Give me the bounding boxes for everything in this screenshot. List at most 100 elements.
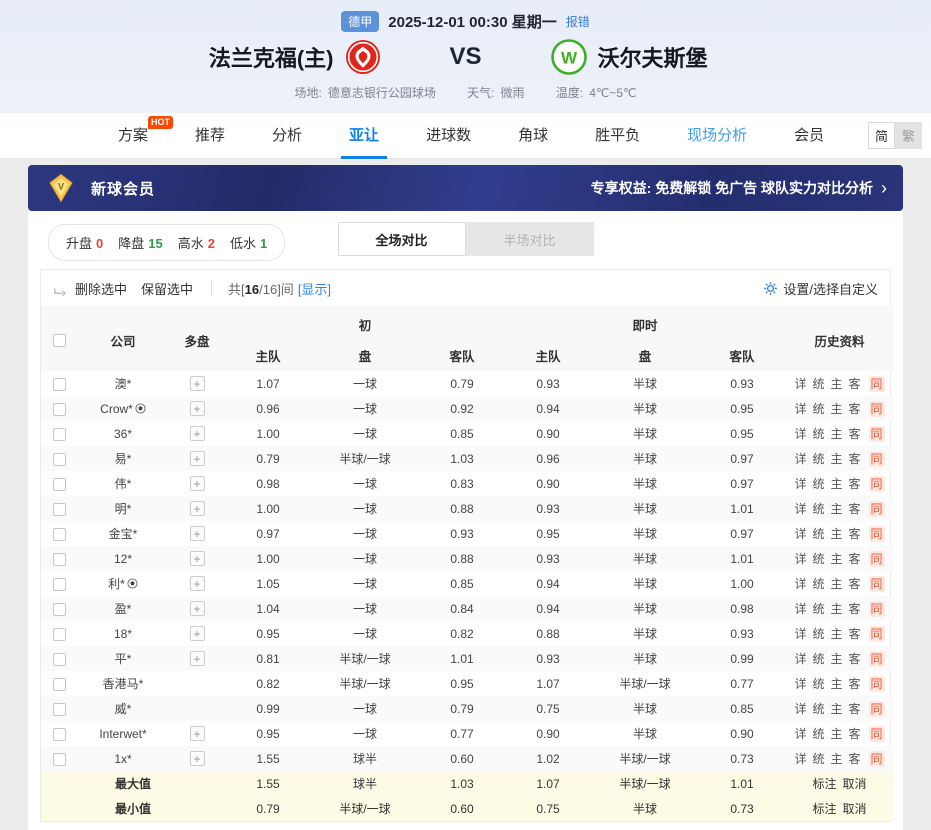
row-checkbox[interactable] xyxy=(52,377,66,391)
history-same-link[interactable]: 同 xyxy=(868,426,885,442)
history-same-link[interactable]: 同 xyxy=(868,401,885,417)
expand-multi-button[interactable]: + xyxy=(189,526,205,541)
history-link[interactable]: 详 xyxy=(794,577,807,591)
history-link[interactable]: 客 xyxy=(848,502,861,516)
history-link[interactable]: 详 xyxy=(794,502,807,516)
mark-button[interactable]: 标注 xyxy=(812,777,837,791)
expand-multi-button[interactable]: + xyxy=(189,551,205,566)
history-link[interactable]: 客 xyxy=(848,627,861,641)
company-name[interactable]: 香港马* xyxy=(102,677,144,691)
history-same-link[interactable]: 同 xyxy=(868,651,885,667)
history-link[interactable]: 主 xyxy=(830,577,843,591)
history-link[interactable]: 统 xyxy=(812,702,825,716)
half-match-tab[interactable]: 半场对比 xyxy=(465,222,594,256)
history-link[interactable]: 主 xyxy=(830,752,843,766)
history-same-link[interactable]: 同 xyxy=(868,601,885,617)
history-link[interactable]: 详 xyxy=(794,727,807,741)
history-link[interactable]: 统 xyxy=(812,527,825,541)
history-link[interactable]: 详 xyxy=(794,652,807,666)
row-checkbox[interactable] xyxy=(52,752,66,766)
vip-banner[interactable]: V 新球会员 专享权益: 免费解锁 免广告 球队实力对比分析 › xyxy=(28,165,903,211)
row-checkbox[interactable] xyxy=(52,527,66,541)
lang-traditional-button[interactable]: 繁 xyxy=(895,122,922,149)
history-link[interactable]: 详 xyxy=(794,602,807,616)
history-link[interactable]: 详 xyxy=(794,552,807,566)
row-checkbox[interactable] xyxy=(52,652,66,666)
history-link[interactable]: 主 xyxy=(830,477,843,491)
history-link[interactable]: 主 xyxy=(830,602,843,616)
row-checkbox[interactable] xyxy=(52,502,66,516)
history-link[interactable]: 客 xyxy=(848,752,861,766)
report-error-link[interactable]: 报错 xyxy=(565,15,590,29)
company-name[interactable]: 威* xyxy=(114,702,132,716)
expand-multi-button[interactable]: + xyxy=(189,751,205,766)
lang-simplified-button[interactable]: 简 xyxy=(868,122,895,149)
history-link[interactable]: 主 xyxy=(830,427,843,441)
nav-tab[interactable]: 进球数 xyxy=(426,113,471,159)
history-same-link[interactable]: 同 xyxy=(868,551,885,567)
history-link[interactable]: 统 xyxy=(812,627,825,641)
expand-multi-button[interactable]: + xyxy=(189,601,205,616)
company-name[interactable]: 利* xyxy=(108,577,125,591)
history-link[interactable]: 统 xyxy=(812,577,825,591)
history-link[interactable]: 主 xyxy=(830,402,843,416)
expand-multi-button[interactable]: + xyxy=(189,576,205,591)
company-name[interactable]: 澳* xyxy=(114,377,132,391)
history-link[interactable]: 客 xyxy=(848,527,861,541)
company-name[interactable]: 易* xyxy=(114,452,132,466)
history-link[interactable]: 详 xyxy=(794,702,807,716)
company-name[interactable]: 明* xyxy=(114,502,132,516)
history-link[interactable]: 客 xyxy=(848,402,861,416)
history-link[interactable]: 客 xyxy=(848,452,861,466)
history-link[interactable]: 客 xyxy=(848,552,861,566)
history-link[interactable]: 统 xyxy=(812,402,825,416)
nav-tab[interactable]: 会员 xyxy=(794,113,824,159)
row-checkbox[interactable] xyxy=(52,727,66,741)
company-name[interactable]: 伟* xyxy=(114,477,132,491)
cancel-button[interactable]: 取消 xyxy=(842,802,867,816)
history-link[interactable]: 主 xyxy=(830,727,843,741)
history-link[interactable]: 详 xyxy=(794,477,807,491)
company-name[interactable]: 盈* xyxy=(114,602,132,616)
nav-tab[interactable]: 现场分析 xyxy=(687,113,747,159)
expand-multi-button[interactable]: + xyxy=(189,501,205,516)
mark-button[interactable]: 标注 xyxy=(812,802,837,816)
expand-multi-button[interactable]: + xyxy=(189,376,205,391)
row-checkbox[interactable] xyxy=(52,627,66,641)
history-same-link[interactable]: 同 xyxy=(868,751,885,767)
history-link[interactable]: 主 xyxy=(830,677,843,691)
history-link[interactable]: 客 xyxy=(848,677,861,691)
history-link[interactable]: 详 xyxy=(794,677,807,691)
history-link[interactable]: 详 xyxy=(794,402,807,416)
nav-tab[interactable]: 角球 xyxy=(518,113,548,159)
nav-tab[interactable]: 分析 xyxy=(272,113,302,159)
history-link[interactable]: 详 xyxy=(794,627,807,641)
keep-selected-button[interactable]: 保留选中 xyxy=(141,281,194,297)
history-link[interactable]: 主 xyxy=(830,702,843,716)
expand-multi-button[interactable]: + xyxy=(189,476,205,491)
history-link[interactable]: 主 xyxy=(830,552,843,566)
history-link[interactable]: 主 xyxy=(830,627,843,641)
nav-tab[interactable]: 胜平负 xyxy=(595,113,640,159)
expand-multi-button[interactable]: + xyxy=(189,451,205,466)
history-link[interactable]: 客 xyxy=(848,727,861,741)
row-checkbox[interactable] xyxy=(52,402,66,416)
settings-button[interactable]: 设置/选择自定义 xyxy=(763,279,878,298)
history-link[interactable]: 客 xyxy=(848,602,861,616)
nav-tab[interactable]: 推荐 xyxy=(195,113,225,159)
history-same-link[interactable]: 同 xyxy=(868,526,885,542)
history-link[interactable]: 客 xyxy=(848,652,861,666)
delete-selected-button[interactable]: 删除选中 xyxy=(75,281,128,297)
history-link[interactable]: 统 xyxy=(812,452,825,466)
company-name[interactable]: 1x* xyxy=(114,751,132,766)
row-checkbox[interactable] xyxy=(52,577,66,591)
expand-multi-button[interactable]: + xyxy=(189,726,205,741)
row-checkbox[interactable] xyxy=(52,702,66,716)
expand-multi-button[interactable]: + xyxy=(189,626,205,641)
cancel-button[interactable]: 取消 xyxy=(842,777,867,791)
history-link[interactable]: 统 xyxy=(812,677,825,691)
history-same-link[interactable]: 同 xyxy=(868,626,885,642)
expand-multi-button[interactable]: + xyxy=(189,426,205,441)
history-link[interactable]: 主 xyxy=(830,502,843,516)
company-name[interactable]: Interwet* xyxy=(99,726,147,741)
